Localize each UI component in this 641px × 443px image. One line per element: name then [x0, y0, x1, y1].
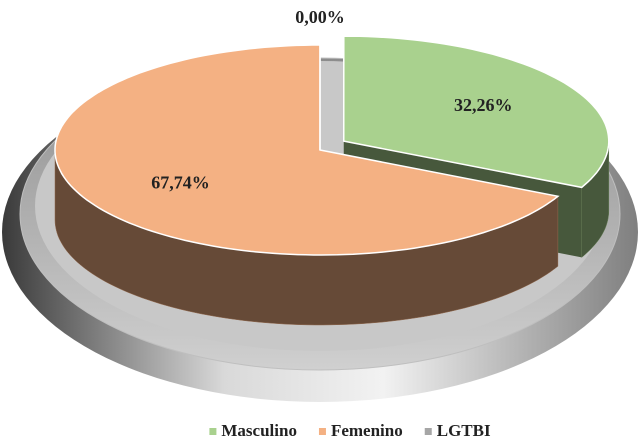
legend-label: Femenino [331, 421, 403, 440]
legend: Masculino Femenino LGTBI [209, 421, 491, 440]
legend-marker [209, 428, 217, 435]
data-label: 0,00% [295, 7, 345, 27]
data-label: 32,26% [454, 95, 513, 115]
legend-marker [424, 428, 432, 435]
legend-label: LGTBI [437, 421, 491, 440]
data-label: 67,74% [151, 173, 210, 193]
legend-marker [318, 428, 326, 435]
legend-label: Masculino [221, 421, 297, 440]
pie: 32,26% 67,74% 0,00% [54, 7, 610, 326]
slice [343, 35, 610, 189]
slice [54, 44, 560, 256]
